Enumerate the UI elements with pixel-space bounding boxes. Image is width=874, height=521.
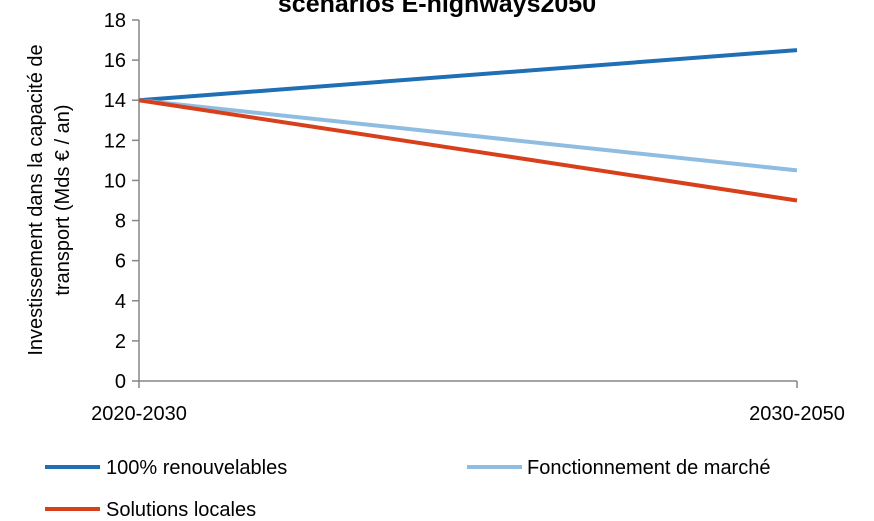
- y-tick-label: 10: [104, 170, 126, 192]
- legend-item-fonctionnement-de-marche: Fonctionnement de marché: [467, 457, 770, 479]
- y-axis-label-line-1: Investissement dans la capacité de: [25, 44, 47, 355]
- legend-label-100-renouvelables: 100% renouvelables: [106, 457, 287, 479]
- series-line-solutions-locales: [138, 98, 798, 203]
- series-line-100-renouvelables: [138, 48, 798, 103]
- legend-label-fonctionnement-de-marche: Fonctionnement de marché: [527, 457, 770, 479]
- chart-title: scenarios E-highways2050: [278, 0, 596, 18]
- y-tick-label: 4: [115, 291, 126, 313]
- y-tick-label: 18: [104, 10, 126, 32]
- x-axis-ticks: 2020-2030 2030-2050: [91, 381, 845, 425]
- y-tick-label: 12: [104, 130, 126, 152]
- y-axis-label: Investissement dans la capacité de trans…: [25, 44, 74, 355]
- legend-label-solutions-locales: Solutions locales: [106, 499, 256, 521]
- series-lines: [138, 48, 798, 203]
- series-line-fonctionnement-de-march: [138, 98, 798, 173]
- y-tick-label: 16: [104, 50, 126, 72]
- legend-item-100-renouvelables: 100% renouvelables: [45, 457, 287, 479]
- x-tick-label: 2020-2030: [91, 403, 187, 425]
- y-tick-label: 14: [104, 90, 126, 112]
- y-axis-ticks: 0 2 4 6 8 10 12 14 16 18: [104, 10, 139, 393]
- y-tick-label: 0: [115, 371, 126, 393]
- legend-item-solutions-locales: Solutions locales: [45, 499, 256, 521]
- y-tick-label: 6: [115, 251, 126, 273]
- legend: 100% renouvelables Fonctionnement de mar…: [45, 457, 770, 521]
- x-tick-label: 2030-2050: [749, 403, 845, 425]
- y-tick-label: 2: [115, 331, 126, 353]
- y-tick-label: 8: [115, 211, 126, 233]
- y-axis-label-line-2: transport (Mds € / an): [52, 104, 74, 295]
